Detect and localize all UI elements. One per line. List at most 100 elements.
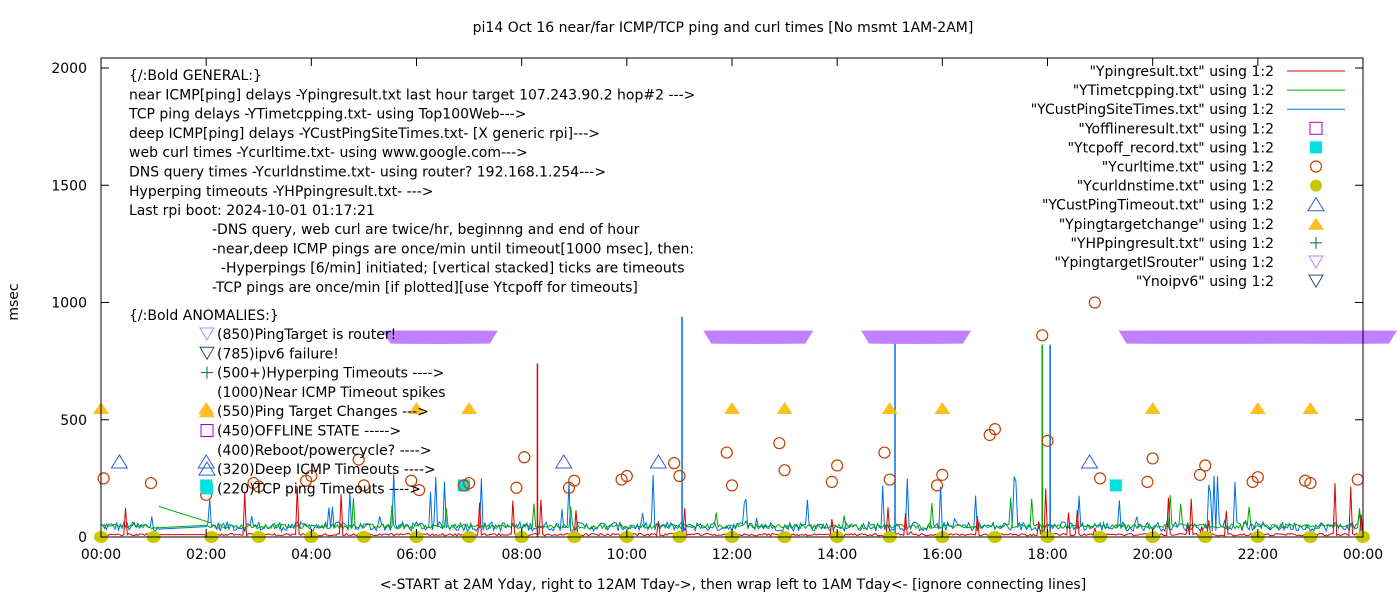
- curl-marker: [305, 469, 318, 483]
- curl-marker: [462, 476, 476, 490]
- legend-entry-label: "Ypingtargetchange" using 1:2: [1059, 217, 1274, 233]
- annotation-anomaly-line: (500+)Hyperping Timeouts ---->: [217, 366, 444, 382]
- curl-marker: [620, 469, 633, 483]
- annotation-anomaly-line: (320)Deep ICMP Timeouts ---->: [217, 462, 436, 478]
- curl-marker: [357, 479, 371, 492]
- annotation-general-line: DNS query times -Ycurldnstime.txt- using…: [129, 165, 606, 181]
- y-tick-label: 500: [60, 413, 87, 429]
- legend-swatch-icon: [1310, 141, 1322, 154]
- curl-marker: [725, 479, 739, 492]
- curl-marker: [878, 446, 891, 459]
- legend-entry-label: "YCustPingTimeout.txt" using 1:2: [1042, 198, 1274, 214]
- x-tick-label: 10:00: [607, 547, 647, 563]
- curl-marker: [831, 459, 844, 472]
- x-tick-label: 04:00: [291, 547, 331, 563]
- annotation-anomaly-line: (550)Ping Target Changes --->: [217, 404, 429, 420]
- legend-entry-label: "YpingtargetISrouter" using 1:2: [1054, 255, 1274, 271]
- annotation-general-line: deep ICMP[ping] delays -YCustPingSiteTim…: [129, 126, 600, 142]
- legend-swatch-icon: [1309, 160, 1323, 173]
- x-tick-label: 20:00: [1132, 547, 1172, 563]
- x-tick-label: 06:00: [396, 547, 436, 563]
- x-tick-label: 22:00: [1238, 547, 1278, 563]
- curl-marker: [825, 475, 839, 488]
- curl-marker: [1041, 434, 1054, 447]
- curl-marker: [413, 484, 426, 497]
- curl-marker: [1141, 475, 1154, 488]
- x-tick-label: 08:00: [501, 547, 541, 563]
- y-tick-label: 0: [78, 530, 87, 546]
- custtimeout-marker: [110, 454, 129, 469]
- curl-marker: [1193, 468, 1207, 481]
- anomaly-symbol-icon: [200, 424, 214, 437]
- anomaly-symbol-icon: [199, 327, 215, 341]
- annotation-general-line: web curl times -Ycurltime.txt- using www…: [129, 145, 528, 161]
- annotation-note-line: -DNS query, web curl are twice/hr, begin…: [212, 222, 640, 238]
- curl-marker: [252, 480, 265, 493]
- isrouter-marker: [429, 330, 498, 344]
- legend-swatch-icon: [1310, 236, 1322, 249]
- legend-entry-label: "Ynoipv6" using 1:2: [1136, 274, 1274, 290]
- anomaly-symbol-icon: [198, 461, 216, 476]
- data-layer: [100, 316, 1364, 537]
- custtimeout-marker: [554, 454, 573, 469]
- curl-marker: [773, 437, 786, 450]
- marker-layer: [93, 296, 1397, 543]
- targetchange-marker: [881, 402, 898, 415]
- anomaly-symbol-icon: [199, 405, 215, 418]
- legend-swatch-icon: [1308, 217, 1324, 230]
- targetchange-marker: [1302, 402, 1319, 415]
- curl-marker: [930, 479, 944, 492]
- custtimeout-marker: [1080, 454, 1099, 469]
- x-tick-label: 18:00: [1027, 547, 1067, 563]
- curl-marker: [510, 481, 523, 494]
- curl-marker: [1088, 296, 1101, 309]
- annotation-general-line: Last rpi boot: 2024-10-01 01:17:21: [129, 203, 375, 219]
- annotation-note-line: -near,deep ICMP pings are once/min until…: [212, 241, 694, 257]
- curl-marker: [1304, 476, 1317, 490]
- curl-marker: [457, 479, 470, 492]
- series-cust-line: [100, 472, 1364, 533]
- curl-marker: [1351, 473, 1364, 486]
- annotation-anomaly-line: (400)Reboot/powercycle? ---->: [217, 443, 432, 459]
- curl-marker: [352, 453, 365, 466]
- chart-title: pi14 Oct 16 near/far ICMP/TCP ping and c…: [473, 20, 974, 36]
- annotation-general-line: {/:Bold GENERAL:}: [129, 68, 262, 84]
- legend-swatch-icon: [1307, 196, 1325, 212]
- annotation-anomaly-line: (1000)Near ICMP Timeout spikes: [217, 385, 446, 401]
- x-tick-label: 14:00: [817, 547, 857, 563]
- curl-marker: [1299, 474, 1312, 487]
- isrouter-marker: [903, 330, 972, 344]
- x-tick-label: 00:00: [1343, 547, 1383, 563]
- series-ping-line: [100, 483, 1364, 537]
- targetchange-marker: [461, 402, 478, 415]
- legend-swatch-icon: [1308, 274, 1324, 289]
- legend-entry-label: "Yofflineresult.txt" using 1:2: [1078, 121, 1274, 137]
- x-tick-label: 00:00: [81, 547, 121, 563]
- legend-entry-label: "YHPpingresult.txt" using 1:2: [1070, 236, 1274, 252]
- x-axis-label: <-START at 2AM Yday, right to 12AM Tday-…: [380, 577, 1086, 593]
- tcp-gap-connector: [158, 506, 212, 524]
- annotation-anomaly-line: (850)PingTarget is router!: [217, 327, 396, 343]
- isrouter-marker: [745, 330, 814, 344]
- targetchange-marker: [776, 402, 793, 415]
- x-tick-label: 02:00: [186, 547, 226, 563]
- curl-marker: [568, 474, 581, 487]
- annotation-general-line: TCP ping delays -YTimetcpping.txt- using…: [128, 107, 526, 123]
- curl-marker: [936, 468, 949, 481]
- curl-marker: [518, 451, 531, 464]
- legend-swatch-icon: [1310, 179, 1322, 192]
- y-tick-label: 1000: [51, 296, 87, 312]
- axes: 0 500 1000 1500 2000 00:00 02:00 04:00 06:00 08:0…: [51, 57, 1383, 563]
- curl-marker: [883, 473, 896, 486]
- curl-marker: [668, 457, 681, 470]
- curl-marker: [720, 446, 733, 459]
- annotation-note-line: -TCP pings are once/min [if plotted][use…: [212, 280, 638, 296]
- annotation-note-line: -Hyperpings [6/min] initiated; [vertical…: [212, 261, 685, 277]
- annotation-anomaly-line: (450)OFFLINE STATE ----->: [217, 424, 401, 440]
- annotation-general-line: Hyperping timeouts -YHPpingresult.txt- -…: [129, 184, 434, 200]
- curl-marker: [1093, 472, 1107, 485]
- curl-marker: [988, 423, 1002, 436]
- custtimeout-marker: [649, 454, 668, 469]
- legend-entry-label: "Ycurltime.txt" using 1:2: [1102, 160, 1274, 176]
- series-tcp-line: [100, 495, 1364, 531]
